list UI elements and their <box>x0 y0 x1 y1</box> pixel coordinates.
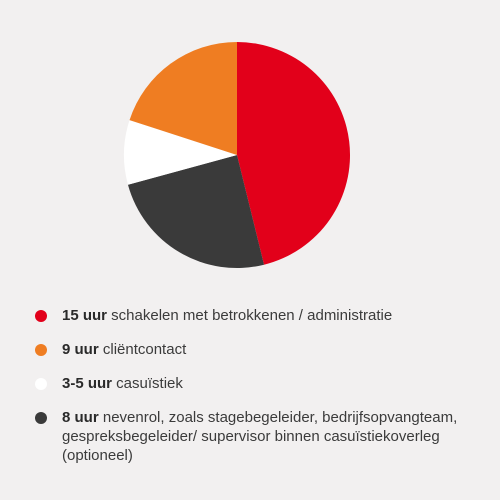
legend-swatch <box>35 344 47 356</box>
pie-slice-1 <box>127 155 265 269</box>
legend-hours: 8 uur <box>62 409 99 426</box>
pie-slice-3 <box>129 42 237 155</box>
legend-label: 3-5 uur casuïstiek <box>62 374 482 393</box>
legend-swatch <box>35 412 47 424</box>
legend-swatch <box>35 378 47 390</box>
legend-description: schakelen met betrokkenen / administrati… <box>107 307 393 324</box>
legend-description: cliëntcontact <box>98 341 187 358</box>
pie-slice-0 <box>237 42 351 265</box>
legend-swatch <box>35 310 47 322</box>
pie-slice-2 <box>123 120 237 185</box>
legend-label: 15 uur schakelen met betrokkenen / admin… <box>62 306 482 325</box>
legend-label: 8 uur nevenrol, zoals stagebegeleider, b… <box>62 408 482 465</box>
legend-label: 9 uur cliëntcontact <box>62 340 482 359</box>
pie-chart <box>123 42 351 269</box>
legend-hours: 9 uur <box>62 341 99 358</box>
legend-hours: 15 uur <box>62 307 108 324</box>
legend-hours: 3-5 uur <box>62 375 113 392</box>
legend-description: casuïstiek <box>112 375 183 392</box>
legend-description: nevenrol, zoals stagebegeleider, bedrijf… <box>62 409 458 464</box>
